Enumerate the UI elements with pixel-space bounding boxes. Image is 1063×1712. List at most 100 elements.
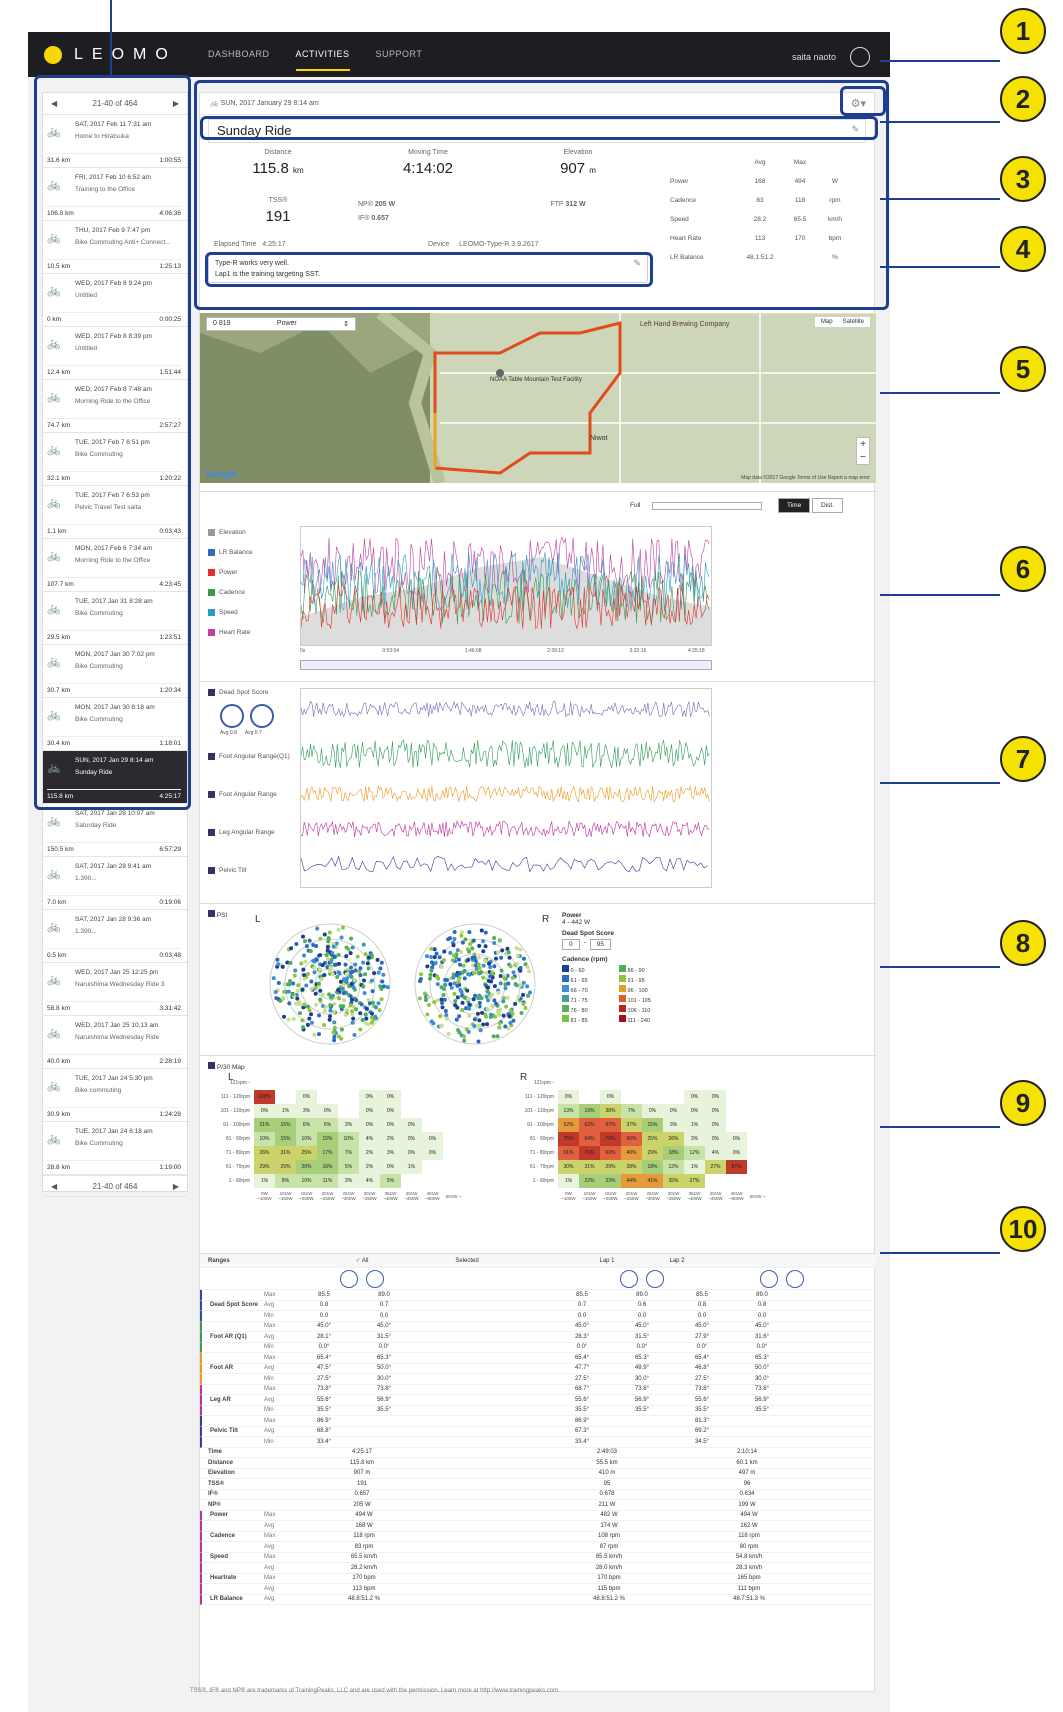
heat-cell[interactable]: 3% [296,1104,317,1118]
heat-cell[interactable]: 0% [705,1118,726,1132]
heat-cell[interactable]: 0% [296,1090,317,1104]
checkbox[interactable] [562,985,569,992]
gear-icon[interactable]: ⚙▾ [850,98,866,110]
heat-cell[interactable]: 4% [359,1132,380,1146]
zoom-out-button[interactable]: − [860,452,866,463]
heat-cell[interactable]: 10% [296,1132,317,1146]
map-attribution[interactable]: Map data ©2017 Google Terms of Use Repor… [741,475,870,481]
checkbox[interactable] [208,568,215,576]
heat-cell[interactable]: 0% [642,1104,663,1118]
heat-cell[interactable]: 10% [338,1132,359,1146]
activity-list-item[interactable]: 🚲 SAT, 2017 Jan 28 10:07 am Saturday Rid… [43,804,187,857]
checkbox[interactable] [208,752,215,760]
legend-item[interactable]: Power [208,562,253,582]
cadence-filter-item[interactable]: 81 - 85 [562,1015,615,1024]
cadence-filter-item[interactable]: 111 - 240 [619,1015,672,1024]
heat-cell[interactable]: 1% [254,1174,275,1188]
cadence-filter-item[interactable]: 76 - 80 [562,1005,615,1014]
heat-cell[interactable] [747,1090,768,1104]
heat-cell[interactable] [401,1104,422,1118]
heat-cell[interactable]: 63% [600,1146,621,1160]
route-map[interactable]: 0 819 Power ⇕ Map Satellite Left Hand Brewi… [200,313,876,483]
heat-cell[interactable] [401,1076,422,1090]
checkbox[interactable] [208,910,215,917]
heat-cell[interactable] [726,1076,747,1090]
heat-cell[interactable] [705,1174,726,1188]
heat-cell[interactable]: 62% [579,1118,600,1132]
user-menu[interactable]: saita naoto [792,47,870,67]
checkbox[interactable] [619,1015,626,1022]
activity-list-item[interactable]: 🚲 FRI, 2017 Feb 10 6:52 am Training to t… [43,168,187,221]
activity-list-item[interactable]: 🚲 WED, 2017 Feb 8 7:48 am Morning Ride t… [43,380,187,433]
heat-cell[interactable] [296,1076,317,1090]
heat-cell[interactable] [422,1174,443,1188]
heat-cell[interactable]: 26% [663,1132,684,1146]
heat-cell[interactable] [317,1090,338,1104]
x-axis-time-button[interactable]: Time [778,498,811,513]
prev-page-icon[interactable]: ◀ [51,1181,58,1191]
heat-cell[interactable] [705,1076,726,1090]
nav-support[interactable]: SUPPORT [375,49,423,59]
heat-cell[interactable]: 0% [380,1160,401,1174]
heat-cell[interactable]: 19% [579,1104,600,1118]
cadence-filter-item[interactable]: 66 - 70 [562,985,615,994]
chart1-plot[interactable] [300,526,712,646]
heat-cell[interactable] [443,1146,464,1160]
heat-cell[interactable] [401,1174,422,1188]
heat-cell[interactable] [747,1118,768,1132]
heat-cell[interactable] [275,1090,296,1104]
edit-pencil-icon[interactable]: ✎ [851,124,859,134]
heat-cell[interactable]: 21% [254,1118,275,1132]
heat-cell[interactable] [642,1076,663,1090]
heat-cell[interactable]: 100% [254,1090,275,1104]
heat-cell[interactable]: 15% [317,1132,338,1146]
heat-cell[interactable] [443,1132,464,1146]
heat-cell[interactable]: 0% [705,1104,726,1118]
checkbox[interactable] [208,1062,215,1069]
heat-cell[interactable]: 0% [359,1118,380,1132]
activity-list-item[interactable]: 🚲 SAT, 2017 Jan 28 9:36 am 1.390... 0.5 … [43,910,187,963]
heat-cell[interactable]: 0% [401,1146,422,1160]
checkbox[interactable] [619,995,626,1002]
heat-cell[interactable]: 0% [726,1132,747,1146]
checkbox[interactable] [619,975,626,982]
heat-cell[interactable] [558,1076,579,1090]
next-page-icon[interactable]: ▶ [172,99,179,108]
heat-cell[interactable] [422,1090,443,1104]
activity-list-item[interactable]: 🚲 WED, 2017 Feb 8 9:24 pm Untitled 0 km 0… [43,274,187,327]
heat-cell[interactable]: 75% [558,1132,579,1146]
heat-cell[interactable]: 29% [600,1160,621,1174]
cadence-filter-item[interactable]: 0 - 60 [562,965,615,974]
checkbox[interactable] [562,1005,569,1012]
heat-cell[interactable] [254,1076,275,1090]
checkbox[interactable] [562,995,569,1002]
heat-cell[interactable]: 4% [705,1146,726,1160]
heat-cell[interactable]: 3% [663,1118,684,1132]
dss-from-select[interactable]: 0 [562,939,580,950]
activity-list-item[interactable]: 🚲 THU, 2017 Feb 9 7:47 pm Bike Commuting… [43,221,187,274]
checkbox[interactable] [208,866,215,874]
heat-cell[interactable] [422,1160,443,1174]
heat-cell[interactable]: 12% [684,1146,705,1160]
activity-list-item[interactable]: 🚲 MON, 2017 Jan 30 7:02 pm Bike Commutin… [43,645,187,698]
heat-cell[interactable]: 15% [642,1118,663,1132]
heat-cell[interactable]: 18% [642,1160,663,1174]
leomo-logo[interactable]: LEOMO [44,46,177,64]
heat-cell[interactable]: 0% [422,1146,443,1160]
heat-cell[interactable]: 0% [558,1090,579,1104]
checkbox[interactable] [208,608,215,616]
heat-cell[interactable] [317,1076,338,1090]
activity-list-item[interactable]: 🚲 TUE, 2017 Jan 24 6:18 am Bike Commutin… [43,1122,187,1175]
map-type-satellite[interactable]: Satellite [842,319,864,325]
prev-page-icon[interactable]: ◀ [51,99,58,108]
heat-cell[interactable]: 0% [726,1146,747,1160]
activity-list-item[interactable]: 🚲 SUN, 2017 Jan 29 8:14 am Sunday Ride 1… [43,751,187,804]
heat-cell[interactable] [600,1076,621,1090]
heat-cell[interactable]: 3% [338,1174,359,1188]
heat-cell[interactable]: 25% [296,1146,317,1160]
heat-cell[interactable]: 16% [317,1160,338,1174]
cadence-filter-item[interactable]: 86 - 90 [619,965,672,974]
heat-cell[interactable]: 10% [296,1174,317,1188]
heat-cell[interactable]: 0% [317,1104,338,1118]
heat-cell[interactable] [579,1076,600,1090]
